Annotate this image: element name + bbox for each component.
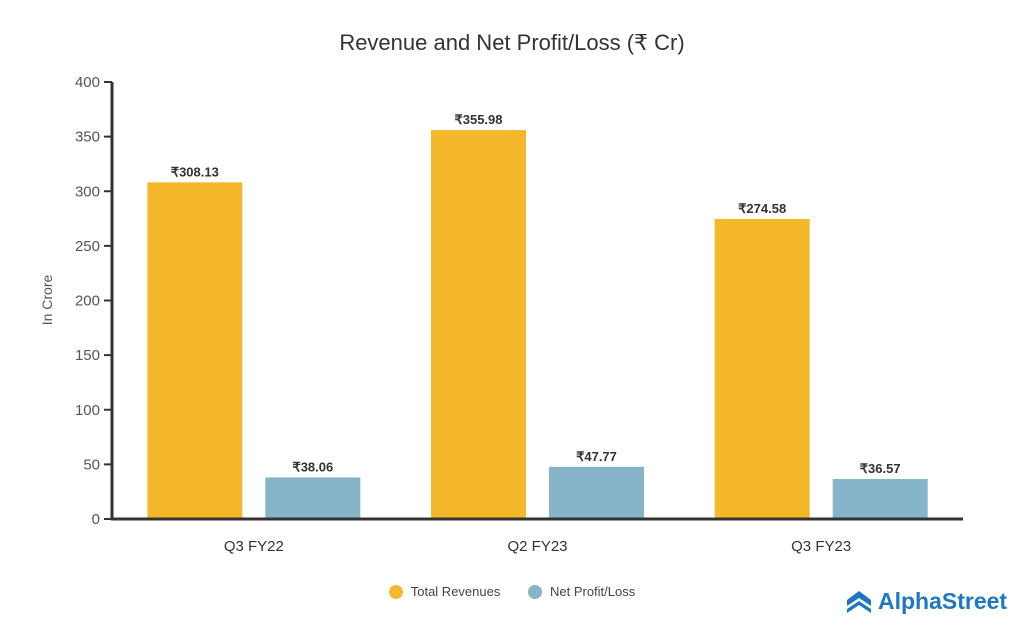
data-label: ₹36.57 [860, 461, 901, 476]
data-label: ₹38.06 [292, 459, 333, 474]
y-axis-label: In Crore [39, 275, 55, 326]
alphastreet-logo: AlphaStreet [846, 588, 1007, 615]
legend-label: Net Profit/Loss [549, 584, 636, 599]
bar-total-revenues [714, 219, 810, 519]
y-tick-label: 0 [92, 511, 100, 528]
legend-item-net-profit: Net Profit/Loss [527, 584, 636, 599]
y-tick-label: 150 [75, 347, 100, 364]
bar-total-revenues [147, 182, 243, 519]
y-tick-label: 400 [75, 74, 100, 91]
y-tick-label: 100 [75, 402, 100, 419]
data-label: ₹47.77 [576, 449, 617, 464]
legend-item-total-revenues: Total Revenues [388, 584, 501, 599]
y-tick-label: 200 [75, 293, 100, 310]
legend-swatch-total-revenues [388, 584, 403, 599]
y-tick-label: 350 [75, 129, 100, 146]
y-tick-label: 250 [75, 238, 100, 255]
legend: Total Revenues Net Profit/Loss [0, 584, 1024, 602]
alphastreet-logo-icon [847, 590, 871, 613]
data-label: ₹274.58 [738, 201, 786, 216]
legend-label: Total Revenues [410, 584, 501, 599]
logo-text: AlphaStreet [878, 588, 1008, 614]
chart-title: Revenue and Net Profit/Loss (₹ Cr) [339, 30, 685, 55]
bar-net-profit [549, 466, 644, 519]
bar-net-profit [832, 479, 928, 519]
x-tick-label: Q3 FY23 [791, 538, 851, 555]
data-label: ₹355.98 [454, 112, 502, 127]
legend-swatch-net-profit [527, 584, 542, 599]
data-label: ₹308.13 [171, 164, 219, 179]
x-tick-label: Q3 FY22 [224, 538, 284, 555]
bar-total-revenues [431, 130, 526, 519]
x-tick-label: Q2 FY23 [507, 538, 567, 555]
bar-net-profit [265, 477, 361, 519]
y-tick-label: 50 [83, 456, 100, 473]
y-tick-label: 300 [75, 183, 100, 200]
